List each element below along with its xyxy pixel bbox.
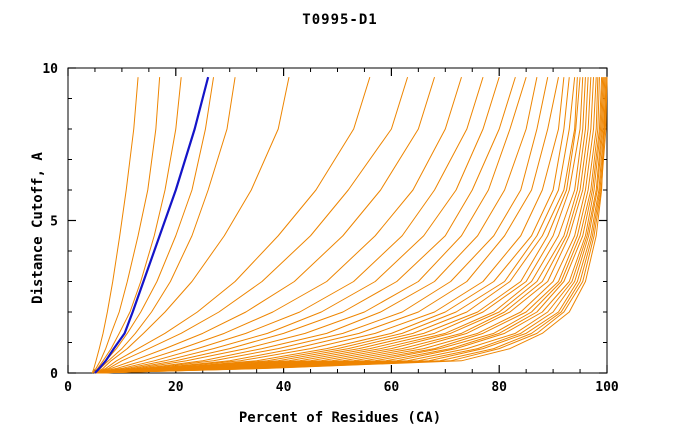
model-curve <box>94 77 604 374</box>
model-curve <box>94 77 581 374</box>
model-curve <box>94 77 290 374</box>
model-curve <box>94 77 608 374</box>
model-curve <box>94 77 500 374</box>
model-curve <box>93 77 182 374</box>
x-tick-label: 80 <box>491 380 507 395</box>
model-curve <box>91 77 139 374</box>
y-tick-label: 0 <box>50 367 58 382</box>
model-curve <box>94 77 576 374</box>
model-curve <box>94 77 570 374</box>
x-tick-label: 60 <box>384 380 400 395</box>
chart-title: T0995-D1 <box>302 12 378 28</box>
model-curve <box>94 77 527 374</box>
model-curve <box>94 77 516 374</box>
model-curve <box>94 77 538 374</box>
model-curve <box>94 77 484 374</box>
model-curve <box>94 77 435 374</box>
x-tick-label: 40 <box>276 380 292 395</box>
highlighted-model-curve <box>94 76 210 374</box>
y-tick-label: 5 <box>50 215 58 230</box>
model-curve <box>94 77 371 374</box>
x-tick-label: 0 <box>64 380 72 395</box>
model-curve <box>94 77 597 374</box>
model-curve <box>94 77 586 374</box>
model-curve <box>94 77 559 374</box>
model-curve <box>94 77 565 374</box>
plot-border <box>67 67 608 374</box>
model-curve <box>94 77 462 374</box>
y-tick-label: 10 <box>42 62 58 77</box>
model-curve <box>94 77 589 374</box>
model-curve <box>91 77 161 374</box>
model-curve <box>94 77 409 374</box>
x-axis-title: Percent of Residues (CA) <box>238 410 442 426</box>
model-curve <box>94 77 578 374</box>
y-axis-title: Distance Cutoff, A <box>30 152 46 304</box>
model-curve <box>94 77 595 374</box>
model-curve <box>94 77 584 374</box>
model-curve <box>94 77 549 374</box>
model-curve <box>94 77 600 374</box>
x-tick-label: 20 <box>168 380 184 395</box>
model-curve <box>94 77 592 374</box>
model-curve <box>94 77 236 374</box>
x-tick-label: 100 <box>595 380 619 395</box>
